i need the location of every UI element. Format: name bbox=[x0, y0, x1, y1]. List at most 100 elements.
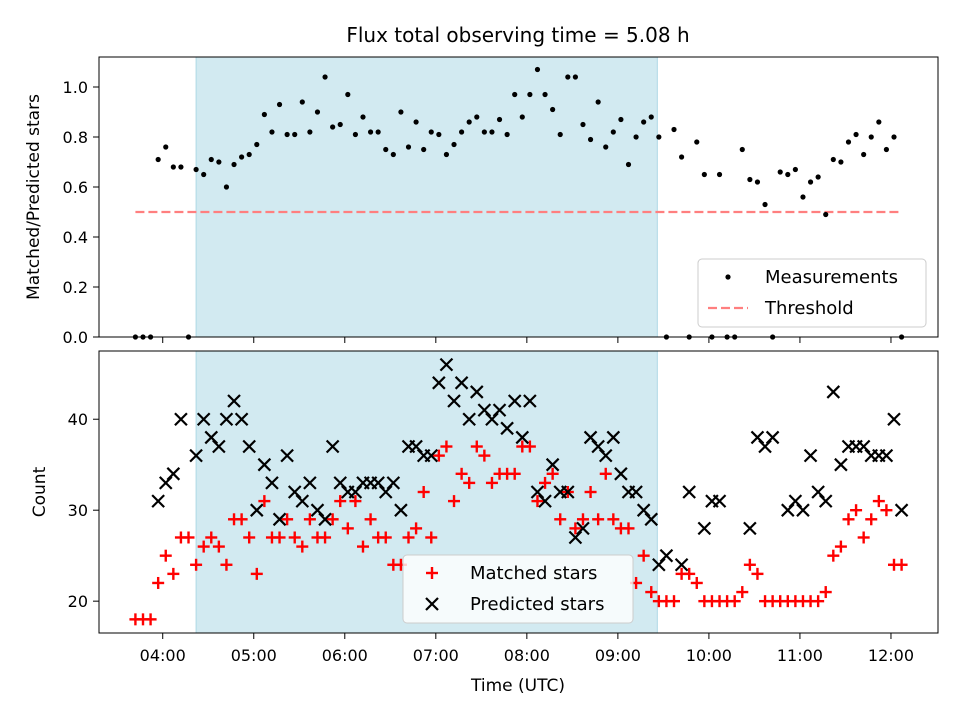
matched-star-point bbox=[326, 513, 339, 526]
measurement-point bbox=[246, 151, 252, 158]
top-plot-frame bbox=[98, 56, 939, 338]
x-tick-label: 06:00 bbox=[322, 646, 368, 665]
measurement-point bbox=[883, 146, 890, 153]
bottom-y-tick-label: 20 bbox=[68, 592, 88, 611]
measurement-point bbox=[367, 129, 374, 135]
predicted-star-point bbox=[439, 357, 454, 372]
measurement-point bbox=[747, 176, 753, 183]
matched-star-point bbox=[539, 476, 552, 489]
predicted-star-point bbox=[826, 385, 841, 399]
measurement-point bbox=[322, 74, 328, 80]
matched-star-point bbox=[819, 586, 832, 599]
predicted-star-point bbox=[682, 485, 696, 499]
matched-star-point bbox=[319, 531, 332, 544]
top-y-tick-label: 0.8 bbox=[63, 128, 88, 147]
predicted-stars-layer bbox=[151, 357, 909, 572]
matched-star-point bbox=[478, 449, 491, 462]
matched-star-point bbox=[645, 586, 658, 599]
measurement-point bbox=[519, 114, 525, 120]
matched-star-point bbox=[622, 522, 635, 535]
matched-stars-legend-label: Matched stars bbox=[470, 563, 597, 584]
matched-star-point bbox=[683, 567, 696, 580]
matched-star-point bbox=[334, 495, 347, 508]
measurement-point bbox=[527, 91, 533, 98]
matched-star-point bbox=[599, 467, 612, 480]
predicted-star-point bbox=[469, 385, 484, 399]
predicted-star-point bbox=[174, 412, 188, 427]
matched-star-point bbox=[607, 513, 620, 526]
predicted-star-point bbox=[454, 376, 469, 390]
predicted-star-point bbox=[606, 430, 621, 445]
matched-star-point bbox=[751, 567, 764, 580]
threshold-legend-label: Threshold bbox=[764, 298, 854, 319]
matched-star-point bbox=[190, 558, 203, 571]
matched-star-point bbox=[288, 531, 301, 544]
predicted-star-point bbox=[644, 512, 659, 527]
matched-star-point bbox=[250, 567, 263, 580]
predicted-star-point bbox=[189, 448, 203, 463]
measurement-point bbox=[785, 171, 791, 178]
measurement-point bbox=[800, 194, 806, 200]
measurement-point bbox=[739, 146, 745, 153]
measurement-point bbox=[223, 184, 230, 190]
matched-star-point bbox=[485, 476, 498, 489]
matched-star-point bbox=[637, 549, 650, 562]
predicted-star-point bbox=[166, 467, 181, 481]
measurement-point bbox=[580, 121, 586, 128]
matched-star-point bbox=[728, 595, 741, 608]
matched-star-point bbox=[417, 486, 430, 498]
predicted-star-point bbox=[250, 503, 264, 517]
measurement-point bbox=[823, 211, 829, 218]
measurement-point bbox=[777, 169, 783, 175]
matched-star-point bbox=[895, 558, 908, 571]
measurement-point bbox=[216, 159, 222, 165]
measurement-point bbox=[876, 119, 882, 125]
measurement-point bbox=[163, 144, 169, 150]
measurement-point bbox=[466, 119, 472, 125]
measurement-point bbox=[512, 91, 518, 98]
matched-star-point bbox=[349, 495, 362, 508]
measurement-point bbox=[337, 121, 343, 128]
measurement-point bbox=[193, 166, 199, 173]
x-tick-label: 11:00 bbox=[777, 646, 823, 665]
measurement-point bbox=[762, 201, 768, 208]
predicted-star-point bbox=[219, 412, 234, 427]
measurement-point bbox=[861, 151, 867, 158]
measurement-point bbox=[853, 131, 859, 138]
matched-star-point bbox=[303, 513, 316, 526]
matched-star-point bbox=[235, 513, 248, 526]
matched-star-point bbox=[576, 513, 589, 526]
measurement-point bbox=[587, 136, 594, 143]
matched-star-point bbox=[152, 576, 165, 589]
measurement-point bbox=[625, 161, 632, 168]
matched-star-point bbox=[880, 504, 893, 517]
predicted-star-point bbox=[598, 448, 613, 463]
x-tick-label: 07:00 bbox=[413, 646, 459, 665]
predicted-star-point bbox=[303, 476, 317, 490]
top-legend: Measurements Threshold bbox=[697, 258, 927, 328]
measurement-point bbox=[792, 166, 798, 173]
matched-stars-legend-marker bbox=[426, 567, 438, 579]
measurement-point bbox=[239, 154, 245, 160]
measurement-point bbox=[170, 164, 176, 170]
top-x-axis-ticks bbox=[162, 337, 892, 343]
matched-star-point bbox=[167, 567, 180, 580]
top-y-tick-label: 0.0 bbox=[63, 328, 88, 347]
matched-star-point bbox=[144, 613, 157, 626]
measurement-point bbox=[572, 74, 578, 80]
measurement-point bbox=[534, 66, 541, 73]
predicted-star-point bbox=[272, 512, 287, 527]
measurement-point bbox=[891, 134, 897, 140]
measurement-point bbox=[284, 131, 290, 138]
measurements-legend-label: Measurements bbox=[765, 267, 898, 288]
measurement-point bbox=[383, 146, 389, 153]
measurement-point bbox=[830, 156, 836, 163]
bottom-y-tick-label: 30 bbox=[68, 501, 88, 520]
bottom-panel: 20 30 40 04:00 05:00 06:00 07:00 08:00 09:00 10:… bbox=[30, 350, 939, 696]
matched-star-point bbox=[546, 467, 559, 480]
measurement-point bbox=[314, 109, 321, 115]
matched-star-point bbox=[258, 495, 271, 508]
measurement-point bbox=[807, 179, 814, 185]
measurement-point bbox=[603, 144, 609, 150]
measurement-point bbox=[489, 129, 495, 135]
